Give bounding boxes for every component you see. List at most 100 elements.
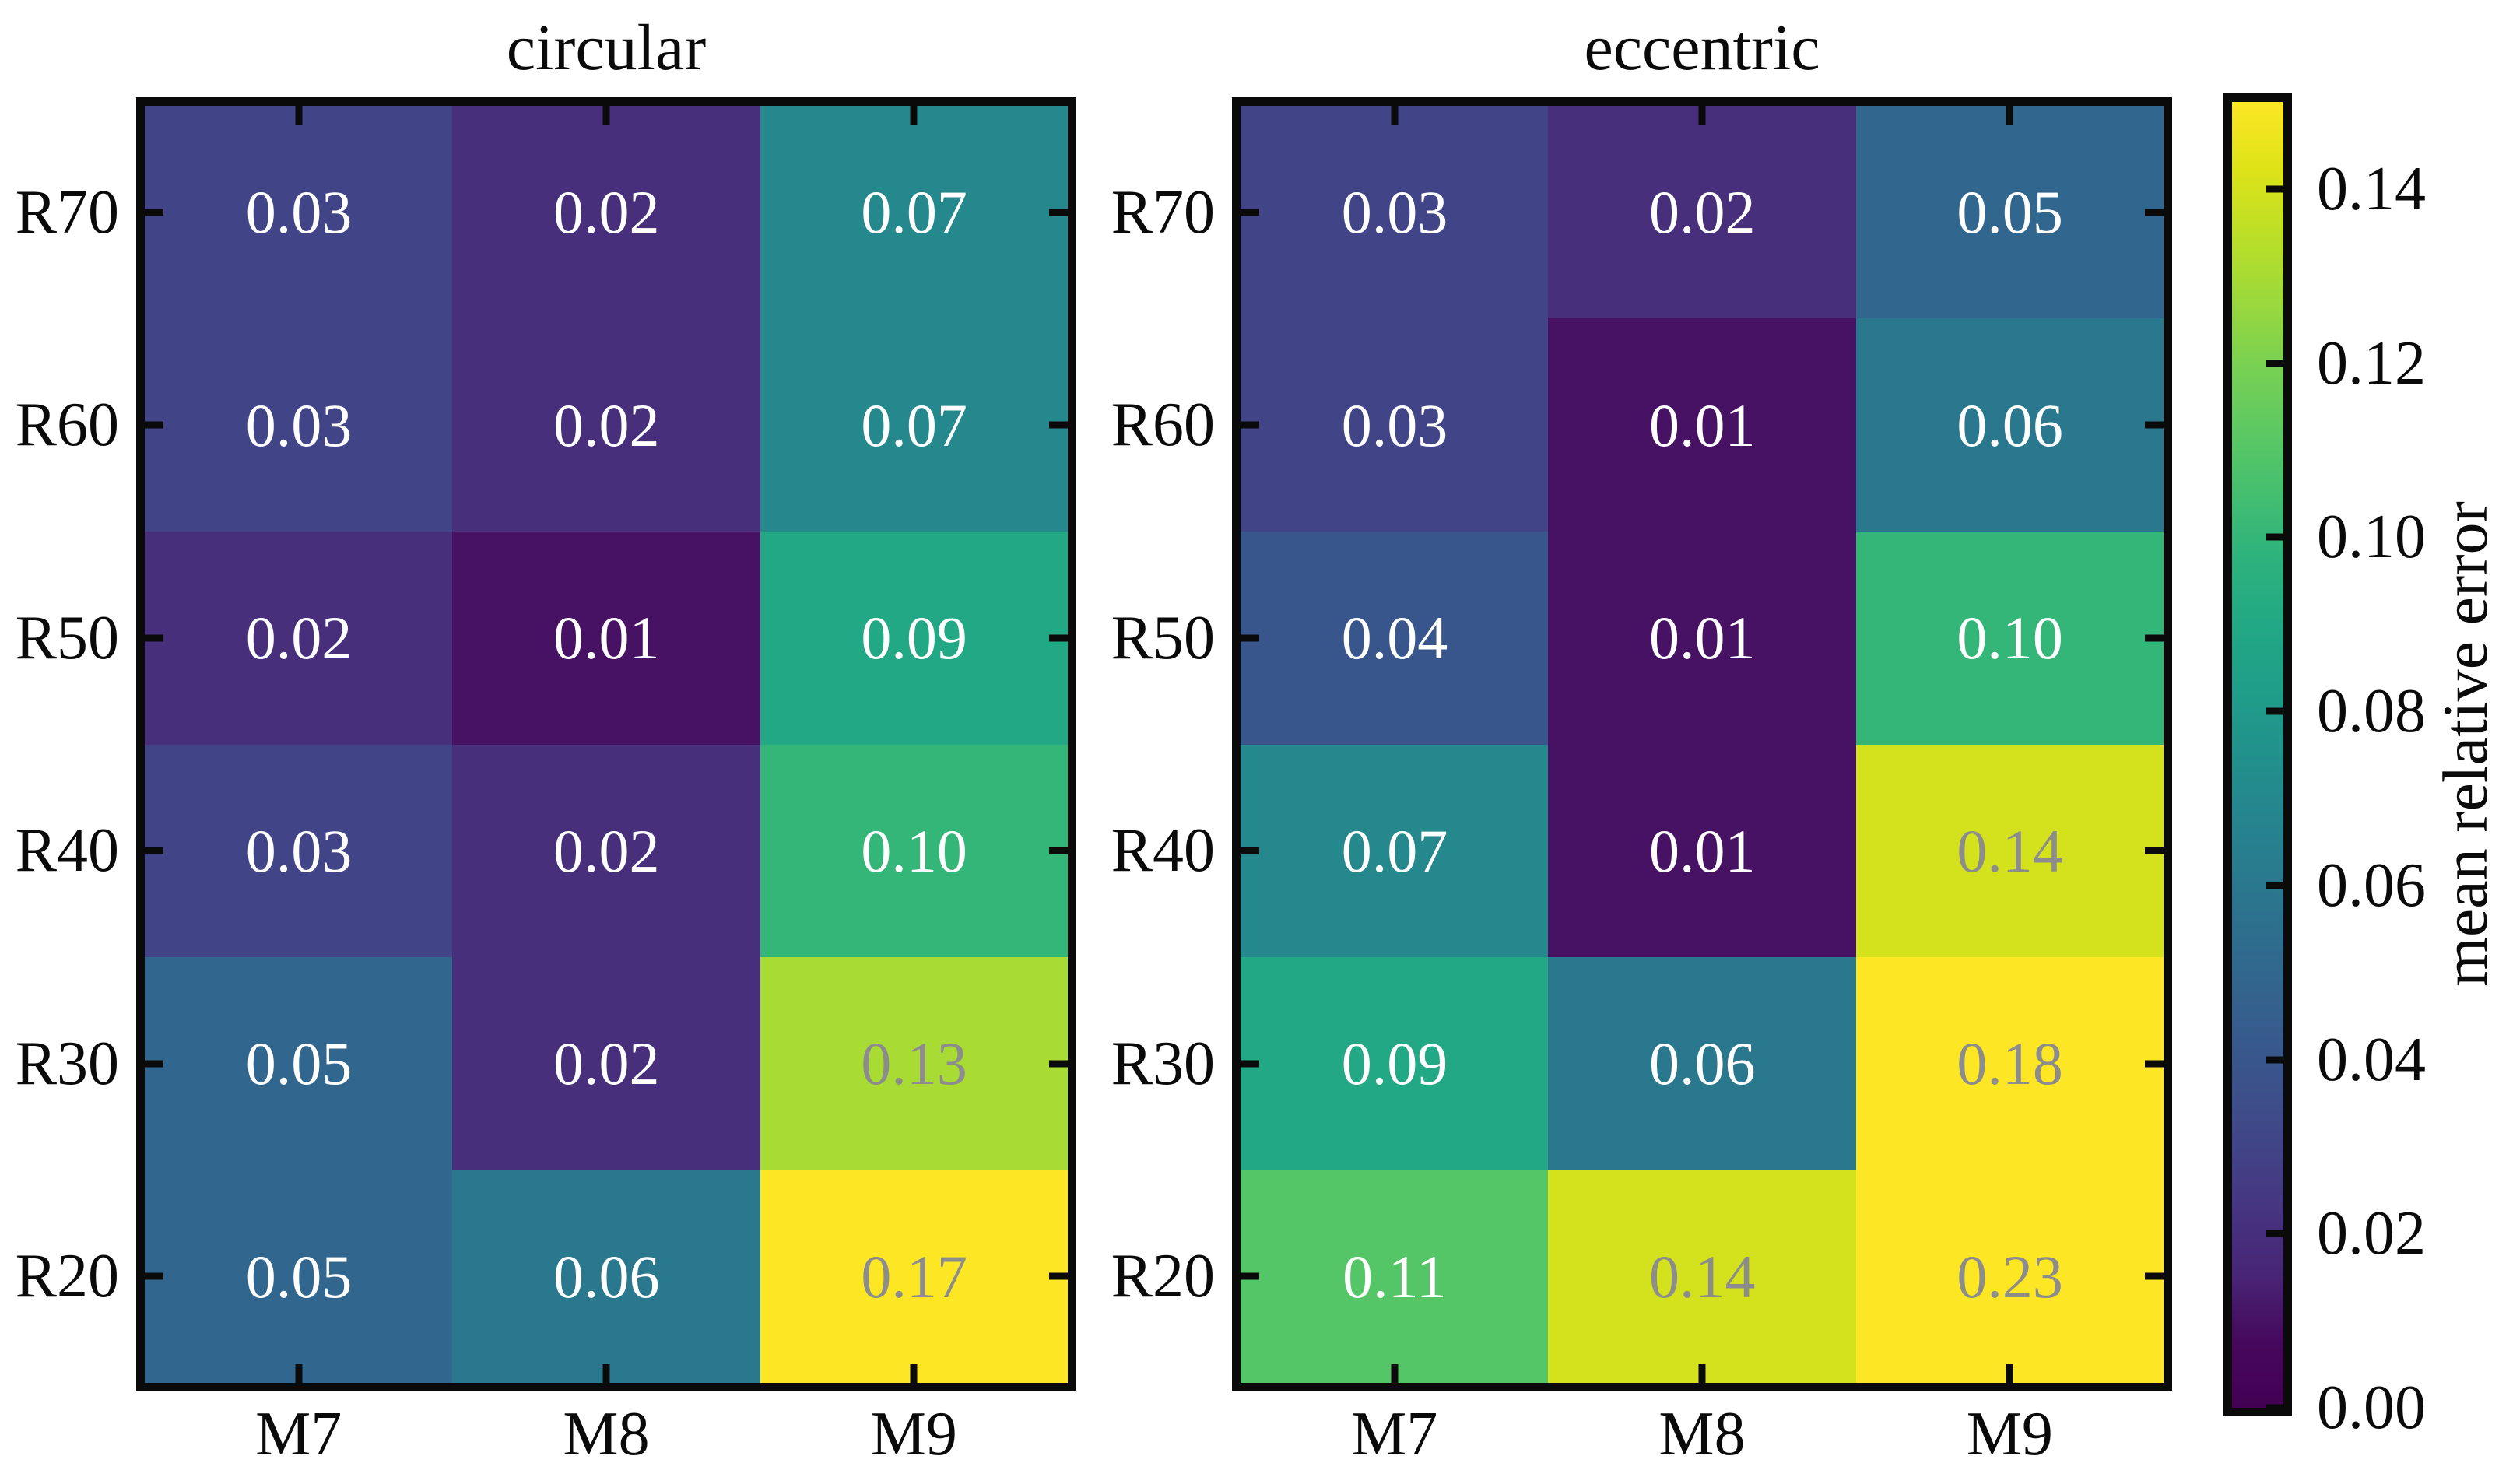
colorbar-tick-label-0.04: 0.04	[2317, 1025, 2426, 1094]
heatmap-cell: 0.03	[1241, 318, 1549, 532]
tick-mark	[1698, 1364, 1706, 1383]
row-label-R40: R40	[1111, 816, 1215, 886]
colorbar	[2223, 93, 2292, 1416]
row-label-R70: R70	[1111, 177, 1215, 247]
tick-mark	[2145, 847, 2164, 854]
cell-value: 0.10	[861, 816, 967, 885]
col-label-M8: M8	[1658, 1400, 1746, 1468]
colorbar-tick-label-0.14: 0.14	[2317, 154, 2426, 223]
tick-mark	[145, 1272, 163, 1280]
tick-mark	[1241, 847, 1259, 854]
cell-value: 0.03	[245, 178, 353, 247]
heatmap-cell: 0.04	[1241, 531, 1549, 746]
col-label-M8: M8	[563, 1400, 650, 1468]
heatmap-cell: 0.05	[145, 956, 453, 1171]
heatmap-eccentric: eccentric 0.03 0.02 0.05 0.03 0.01 0.06 0.04 0.…	[1111, 16, 2172, 1465]
row-label-R20: R20	[1111, 1242, 1215, 1311]
tick-mark	[602, 1364, 610, 1383]
tick-mark	[2145, 1060, 2164, 1068]
tick-mark	[145, 634, 163, 642]
colorbar-tick-mark	[2266, 707, 2283, 715]
colorbar-tick-label-0.00: 0.00	[2317, 1373, 2426, 1442]
heatmap-cell: 0.03	[145, 106, 453, 320]
tick-mark	[2145, 421, 2164, 429]
cell-value: 0.09	[861, 604, 967, 672]
row-label-R20: R20	[15, 1242, 119, 1311]
cell-value: 0.06	[1649, 1030, 1756, 1098]
heatmap-cell: 0.01	[1548, 744, 1857, 958]
heatmap-cell: 0.03	[1241, 106, 1549, 320]
heatmap-cell: 0.07	[1241, 744, 1549, 958]
cell-value: 0.23	[1957, 1242, 2063, 1310]
tick-mark	[2006, 1364, 2013, 1383]
colorbar-tick-label-0.02: 0.02	[2317, 1199, 2426, 1268]
colorbar-tick-mark	[2266, 1404, 2283, 1408]
tick-mark	[1049, 847, 1068, 854]
cell-value: 0.02	[245, 604, 353, 672]
heatmap-cell: 0.07	[760, 318, 1068, 532]
colorbar-tick-label-0.08: 0.08	[2317, 677, 2426, 746]
plot-title-circular: circular	[506, 12, 707, 84]
heatmap-cell: 0.07	[760, 106, 1068, 320]
row-label-R70: R70	[15, 177, 119, 247]
heatmap-cell: 0.03	[145, 318, 453, 532]
heatmap-cell: 0.17	[760, 1170, 1068, 1383]
tick-mark	[1049, 1272, 1068, 1280]
cell-value: 0.17	[861, 1242, 967, 1310]
heatmap-cell: 0.06	[1548, 956, 1857, 1171]
cell-value: 0.09	[1341, 1030, 1448, 1098]
tick-mark	[1391, 106, 1399, 125]
heatmap-cell: 0.02	[452, 744, 761, 958]
heatmap-cell: 0.05	[1855, 106, 2164, 320]
cell-value: 0.05	[245, 1030, 353, 1098]
cell-value: 0.01	[1649, 391, 1756, 459]
plot-area-eccentric: 0.03 0.02 0.05 0.03 0.01 0.06 0.04 0.01 0.10 0.07…	[1241, 106, 2164, 1383]
heatmap-cell: 0.01	[1548, 318, 1857, 532]
cell-value: 0.13	[861, 1030, 967, 1098]
tick-mark	[1391, 1364, 1399, 1383]
colorbar-tick-labels: 0.00 0.02 0.04 0.06 0.08 0.10 0.12 0.14	[2317, 102, 2519, 1439]
cell-value: 0.11	[1342, 1242, 1447, 1310]
colorbar-tick-label-0.10: 0.10	[2317, 503, 2426, 572]
cell-value: 0.07	[1341, 816, 1448, 885]
cell-value: 0.18	[1957, 1030, 2063, 1098]
cell-value: 0.01	[1649, 816, 1756, 885]
colorbar-tick-mark	[2266, 185, 2283, 193]
tick-mark	[1049, 1060, 1068, 1068]
heatmap-cell: 0.01	[1548, 531, 1857, 746]
heatmap-cell: 0.09	[1241, 956, 1549, 1171]
cell-value: 0.07	[861, 178, 967, 247]
tick-mark	[145, 847, 163, 854]
heatmap-cell: 0.10	[760, 744, 1068, 958]
col-label-M7: M7	[255, 1400, 342, 1468]
cell-value: 0.02	[1649, 178, 1756, 247]
tick-mark	[910, 1364, 918, 1383]
heatmap-cell: 0.06	[452, 1170, 761, 1383]
tick-mark	[1241, 1060, 1259, 1068]
heatmap-cell: 0.10	[1855, 531, 2164, 746]
tick-mark	[1241, 209, 1259, 216]
colorbar-tick-mark	[2266, 1056, 2283, 1064]
cell-value: 0.03	[245, 391, 353, 459]
cell-value: 0.03	[1341, 178, 1448, 247]
colorbar-tick-label-0.12: 0.12	[2317, 328, 2426, 398]
cell-value: 0.01	[1649, 604, 1756, 672]
tick-mark	[2145, 1272, 2164, 1280]
heatmap-cell: 0.14	[1548, 1170, 1857, 1383]
cell-value: 0.06	[553, 1242, 660, 1310]
tick-mark	[145, 1060, 163, 1068]
row-label-R60: R60	[1111, 391, 1215, 460]
heatmap-cell: 0.02	[145, 531, 453, 746]
heatmap-cell: 0.09	[760, 531, 1068, 746]
colorbar-axis-label: mean relative error	[2430, 501, 2501, 987]
tick-mark	[1049, 421, 1068, 429]
colorbar-tick-mark	[2266, 1230, 2283, 1237]
cell-value: 0.03	[1341, 391, 1448, 459]
cell-value: 0.14	[1649, 1242, 1756, 1310]
tick-mark	[2006, 106, 2013, 125]
heatmap-circular: circular 0.03 0.02 0.07 0.03 0.02 0.07 0.02 0.0…	[16, 16, 1076, 1465]
tick-mark	[1241, 634, 1259, 642]
tick-mark	[602, 106, 610, 125]
heatmap-cell: 0.03	[145, 744, 453, 958]
